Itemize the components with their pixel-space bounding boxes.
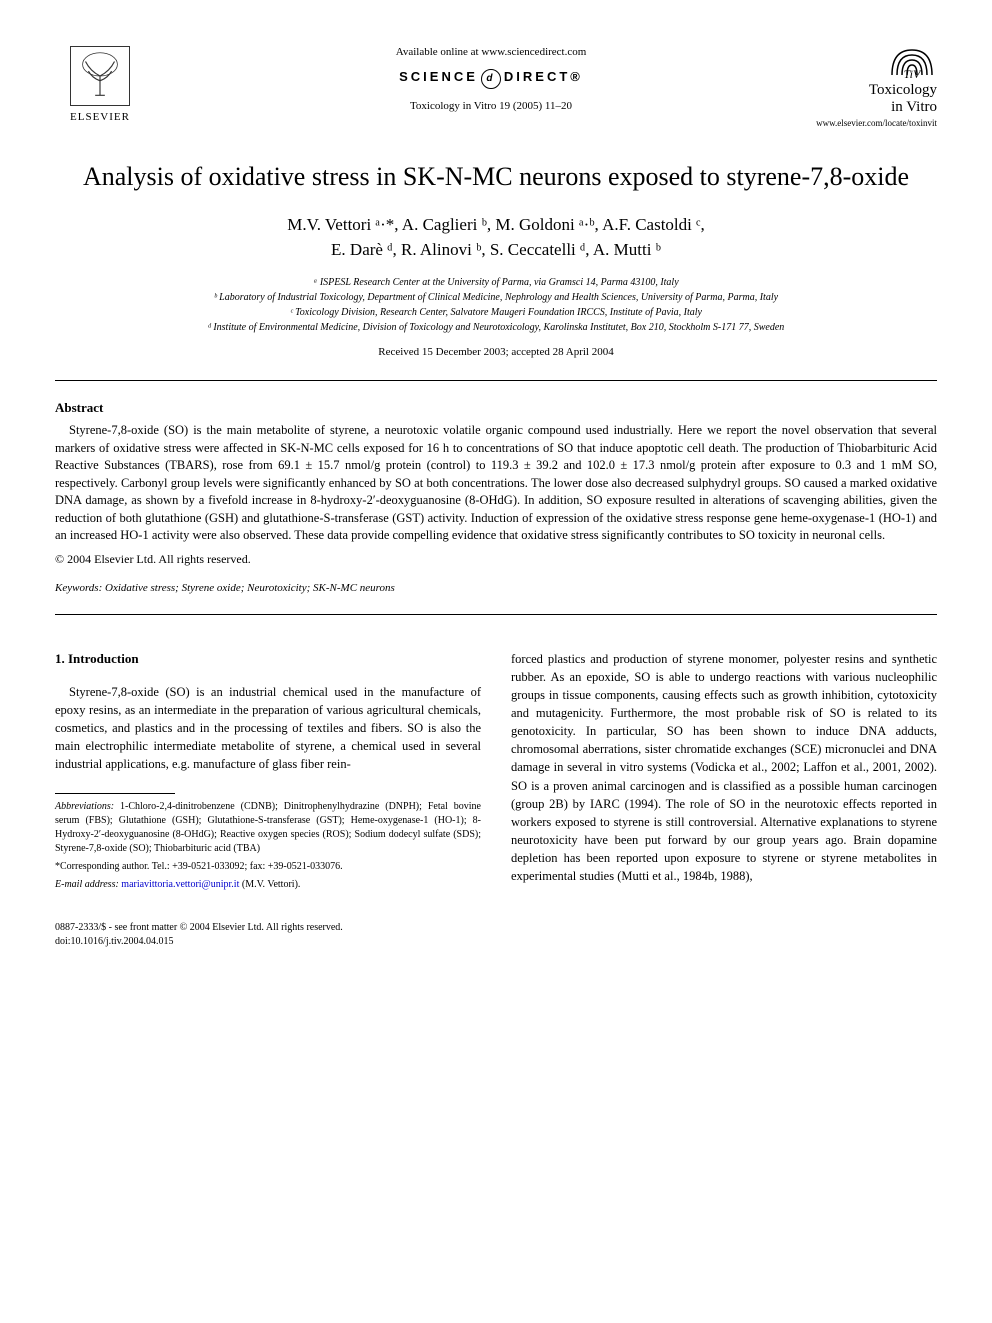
footnote-abbreviations: Abbreviations: 1-Chloro-2,4-dinitrobenze… [55, 800, 481, 856]
journal-logo: TiV Toxicology in Vitro www.elsevier.com… [837, 40, 937, 129]
received-dates: Received 15 December 2003; accepted 28 A… [55, 345, 937, 360]
affiliations: ᵃ ISPESL Research Center at the Universi… [55, 275, 937, 335]
elsevier-tree-icon [70, 46, 130, 106]
abstract-section: Abstract Styrene-7,8-oxide (SO) is the m… [55, 399, 937, 596]
article-title: Analysis of oxidative stress in SK-N-MC … [55, 160, 937, 194]
rule-bottom [55, 614, 937, 615]
sd-circle-icon: d [481, 69, 501, 89]
keywords: Keywords: Oxidative stress; Styrene oxid… [55, 581, 937, 596]
footer-copyright: 0887-2333/$ - see front matter © 2004 El… [55, 921, 937, 935]
authors-line-1: M.V. Vettori ᵃ·*, A. Caglieri ᵇ, M. Gold… [55, 212, 937, 238]
abstract-body: Styrene-7,8-oxide (SO) is the main metab… [55, 422, 937, 545]
journal-citation: Toxicology in Vitro 19 (2005) 11–20 [145, 99, 837, 114]
author-list: M.V. Vettori ᵃ·*, A. Caglieri ᵇ, M. Gold… [55, 212, 937, 263]
abstract-heading: Abstract [55, 399, 937, 417]
footnote-email: E-mail address: mariavittoria.vettori@un… [55, 878, 481, 892]
journal-url: www.elsevier.com/locate/toxinvit [816, 117, 937, 129]
email-link[interactable]: mariavittoria.vettori@unipr.it [121, 879, 239, 890]
abstract-copyright: © 2004 Elsevier Ltd. All rights reserved… [55, 551, 937, 567]
article-body: 1. Introduction Styrene-7,8-oxide (SO) i… [55, 650, 937, 896]
email-label: E-mail address: [55, 879, 119, 890]
svg-text:TiV: TiV [904, 67, 922, 80]
page-footer: 0887-2333/$ - see front matter © 2004 El… [55, 921, 937, 948]
email-tail: (M.V. Vettori). [242, 879, 301, 890]
page-header: ELSEVIER Available online at www.science… [55, 40, 937, 130]
header-center: Available online at www.sciencedirect.co… [145, 40, 837, 114]
intro-para-right: forced plastics and production of styren… [511, 650, 937, 886]
tiv-fingerprint-icon: TiV [887, 40, 937, 80]
journal-name-line2: in Vitro [891, 99, 937, 116]
article-front-matter: Analysis of oxidative stress in SK-N-MC … [55, 160, 937, 360]
publisher-name: ELSEVIER [70, 110, 130, 125]
affiliation-b: ᵇ Laboratory of Industrial Toxicology, D… [55, 290, 937, 305]
rule-top [55, 380, 937, 381]
intro-para-left: Styrene-7,8-oxide (SO) is an industrial … [55, 683, 481, 774]
affiliation-d: ᵈ Institute of Environmental Medicine, D… [55, 320, 937, 335]
column-right: forced plastics and production of styren… [511, 650, 937, 896]
journal-name-line1: Toxicology [869, 82, 937, 99]
sd-left: SCIENCE [399, 69, 478, 84]
section-1-heading: 1. Introduction [55, 650, 481, 669]
authors-line-2: E. Darè ᵈ, R. Alinovi ᵇ, S. Ceccatelli ᵈ… [55, 237, 937, 263]
keywords-label: Keywords: [55, 582, 102, 594]
affiliation-a: ᵃ ISPESL Research Center at the Universi… [55, 275, 937, 290]
corr-label: *Corresponding author. [55, 861, 149, 872]
keywords-text: Oxidative stress; Styrene oxide; Neuroto… [105, 582, 395, 594]
footnotes: Abbreviations: 1-Chloro-2,4-dinitrobenze… [55, 800, 481, 892]
sciencedirect-logo: SCIENCEdDIRECT® [145, 68, 837, 89]
corr-text: Tel.: +39-0521-033092; fax: +39-0521-033… [152, 861, 343, 872]
abbrev-label: Abbreviations: [55, 801, 114, 812]
footnote-rule [55, 793, 175, 794]
available-online-text: Available online at www.sciencedirect.co… [145, 45, 837, 60]
abbrev-text: 1-Chloro-2,4-dinitrobenzene (CDNB); Dini… [55, 801, 481, 854]
footnote-corresponding: *Corresponding author. Tel.: +39-0521-03… [55, 860, 481, 874]
affiliation-c: ᶜ Toxicology Division, Research Center, … [55, 305, 937, 320]
publisher-logo: ELSEVIER [55, 40, 145, 130]
sd-right: DIRECT® [504, 69, 583, 84]
footer-doi: doi:10.1016/j.tiv.2004.04.015 [55, 935, 937, 949]
column-left: 1. Introduction Styrene-7,8-oxide (SO) i… [55, 650, 481, 896]
